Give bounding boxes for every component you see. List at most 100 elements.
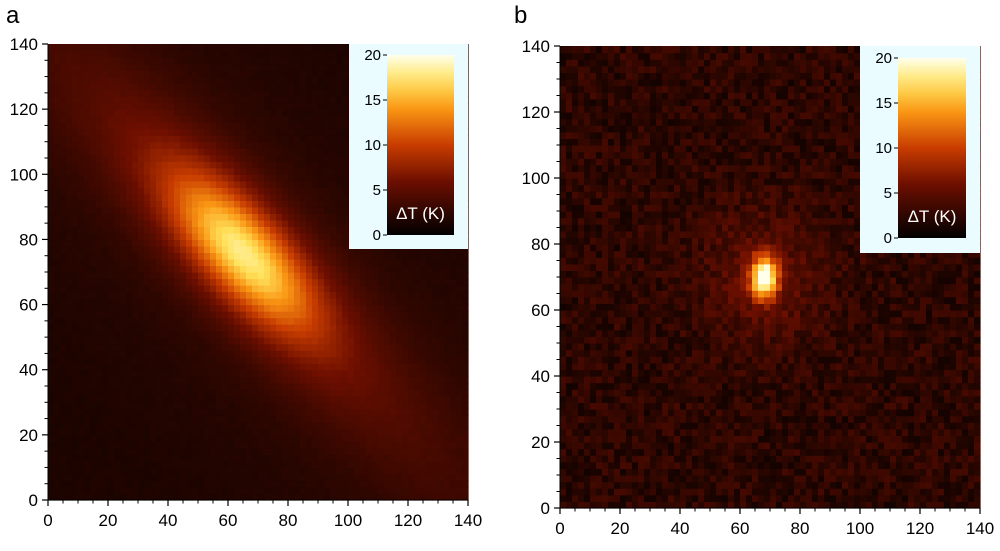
heatmap-cell [78, 135, 85, 142]
heatmap-cell [138, 428, 145, 435]
heatmap-cell [378, 279, 385, 286]
heatmap-cell [270, 285, 277, 292]
heatmap-cell [282, 57, 289, 64]
heatmap-cell [204, 298, 211, 305]
heatmap-cell [330, 487, 337, 494]
heatmap-cell [222, 480, 229, 487]
heatmap-cell [216, 51, 223, 58]
heatmap-cell [318, 292, 325, 299]
heatmap-cell [318, 383, 325, 390]
heatmap-cell [252, 174, 259, 181]
heatmap-cell [324, 135, 331, 142]
heatmap-cell [132, 402, 139, 409]
heatmap-cell [456, 480, 463, 487]
heatmap-cell [102, 194, 109, 201]
heatmap-cell [234, 239, 241, 246]
heatmap-cell [336, 259, 343, 266]
heatmap-cell [144, 305, 151, 312]
heatmap-cell [204, 350, 211, 357]
heatmap-cell [60, 396, 67, 403]
heatmap-cell [240, 207, 247, 214]
heatmap-cell [222, 324, 229, 331]
heatmap-cell [378, 389, 385, 396]
heatmap-cell [282, 454, 289, 461]
heatmap-cell [156, 279, 163, 286]
heatmap-cell [60, 90, 67, 97]
heatmap-cell [246, 461, 253, 468]
heatmap-cell [144, 259, 151, 266]
heatmap-cell [312, 461, 319, 468]
heatmap-cell [84, 272, 91, 279]
heatmap-cell [150, 90, 157, 97]
heatmap-cell [342, 318, 349, 325]
heatmap-cell [378, 454, 385, 461]
heatmap-cell [444, 311, 451, 318]
heatmap-cell [252, 279, 259, 286]
heatmap-cell [360, 292, 367, 299]
heatmap-cell [342, 96, 349, 103]
heatmap-cell [90, 487, 97, 494]
heatmap-cell [366, 285, 373, 292]
heatmap-cell [390, 252, 397, 259]
heatmap-cell [318, 51, 325, 58]
heatmap-cell [102, 422, 109, 429]
heatmap-cell [120, 363, 127, 370]
heatmap-cell [336, 402, 343, 409]
heatmap-cell [66, 174, 73, 181]
heatmap-cell [174, 226, 181, 233]
heatmap-cell [408, 357, 415, 364]
heatmap-cell [204, 324, 211, 331]
heatmap-cell [150, 480, 157, 487]
heatmap-cell [186, 220, 193, 227]
heatmap-cell [240, 383, 247, 390]
heatmap-cell [66, 265, 73, 272]
heatmap-cell [294, 90, 301, 97]
heatmap-cell [300, 57, 307, 64]
heatmap-cell [282, 90, 289, 97]
heatmap-cell [192, 370, 199, 377]
heatmap-cell [204, 389, 211, 396]
heatmap-cell [384, 252, 391, 259]
heatmap-cell [462, 402, 469, 409]
heatmap-cell [228, 428, 235, 435]
heatmap-cell [48, 292, 55, 299]
heatmap-cell [138, 51, 145, 58]
heatmap-cell [324, 187, 331, 194]
heatmap-cell [228, 265, 235, 272]
heatmap-cell [258, 292, 265, 299]
heatmap-cell [282, 428, 289, 435]
heatmap-cell [186, 415, 193, 422]
heatmap-cell [336, 252, 343, 259]
heatmap-cell [204, 305, 211, 312]
heatmap-cell [150, 350, 157, 357]
heatmap-cell [78, 265, 85, 272]
heatmap-cell [114, 370, 121, 377]
heatmap-cell [318, 109, 325, 116]
heatmap-cell [60, 122, 67, 129]
heatmap-cell [288, 265, 295, 272]
heatmap-cell [270, 109, 277, 116]
heatmap-cell [78, 292, 85, 299]
heatmap-cell [462, 279, 469, 286]
heatmap-cell [150, 344, 157, 351]
heatmap-cell [240, 148, 247, 155]
heatmap-cell [288, 70, 295, 77]
heatmap-cell [228, 233, 235, 240]
heatmap-cell [408, 331, 415, 338]
heatmap-cell [318, 272, 325, 279]
heatmap-cell [186, 122, 193, 129]
heatmap-cell [204, 402, 211, 409]
heatmap-cell [336, 103, 343, 110]
heatmap-cell [90, 318, 97, 325]
heatmap-cell [402, 435, 409, 442]
heatmap-cell [228, 103, 235, 110]
heatmap-cell [372, 396, 379, 403]
heatmap-cell [324, 292, 331, 299]
heatmap-cell [90, 168, 97, 175]
heatmap-cell [318, 174, 325, 181]
heatmap-cell [216, 252, 223, 259]
heatmap-cell [288, 357, 295, 364]
heatmap-cell [102, 292, 109, 299]
